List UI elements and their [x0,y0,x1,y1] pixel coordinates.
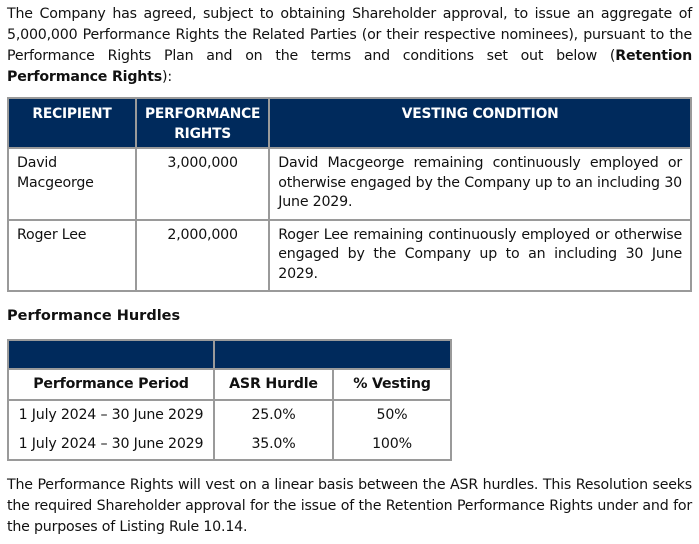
vesting-cell: 50% [332,399,452,430]
condition-cell: Roger Lee remaining continuously employe… [268,218,692,292]
hurdle-cell: 25.0% [213,399,334,430]
intro-end: ): [162,69,172,85]
period-cell: 1 July 2024 – 30 June 2029 [7,430,215,461]
performance-hurdles-table: Performance Period ASR Hurdle % Vesting … [7,339,452,461]
header-band-right [213,339,452,370]
condition-cell: David Macgeorge remaining continuously e… [268,147,692,221]
header-recipient: RECIPIENT [7,97,137,149]
intro-text: The Company has agreed, subject to obtai… [7,6,692,64]
vesting-cell: 100% [332,430,452,461]
header-asr-hurdle: ASR Hurdle [213,368,334,401]
recipient-cell: Roger Lee [7,218,137,292]
table-row: 1 July 2024 – 30 June 2029 25.0% 50% [7,399,452,430]
hurdles-heading: Performance Hurdles [7,308,181,324]
header-period: Performance Period [7,368,215,401]
table-header-band [7,339,452,370]
header-vesting: % Vesting [332,368,452,401]
header-performance-rights: PERFORMANCE RIGHTS [134,97,271,149]
recipient-cell: David Macgeorge [7,147,137,221]
retention-rights-table: RECIPIENT PERFORMANCE RIGHTS VESTING CON… [7,97,692,292]
table-row: David Macgeorge 3,000,000 David Macgeorg… [7,147,692,221]
closing-paragraph: The Performance Rights will vest on a li… [7,477,692,535]
hurdle-cell: 35.0% [213,430,334,461]
intro-paragraph: The Company has agreed, subject to obtai… [7,4,692,88]
header-band-left [7,339,215,370]
table-row: 1 July 2024 – 30 June 2029 35.0% 100% [7,430,452,461]
intro-defined-term: Retention Performance Rights [7,48,692,85]
table-subheader-row: Performance Period ASR Hurdle % Vesting [7,368,452,401]
period-cell: 1 July 2024 – 30 June 2029 [7,399,215,430]
rights-cell: 3,000,000 [134,147,271,221]
table-row: Roger Lee 2,000,000 Roger Lee remaining … [7,218,692,292]
rights-cell: 2,000,000 [134,218,271,292]
header-vesting-condition: VESTING CONDITION [268,97,692,149]
table-header-row: RECIPIENT PERFORMANCE RIGHTS VESTING CON… [7,97,692,149]
